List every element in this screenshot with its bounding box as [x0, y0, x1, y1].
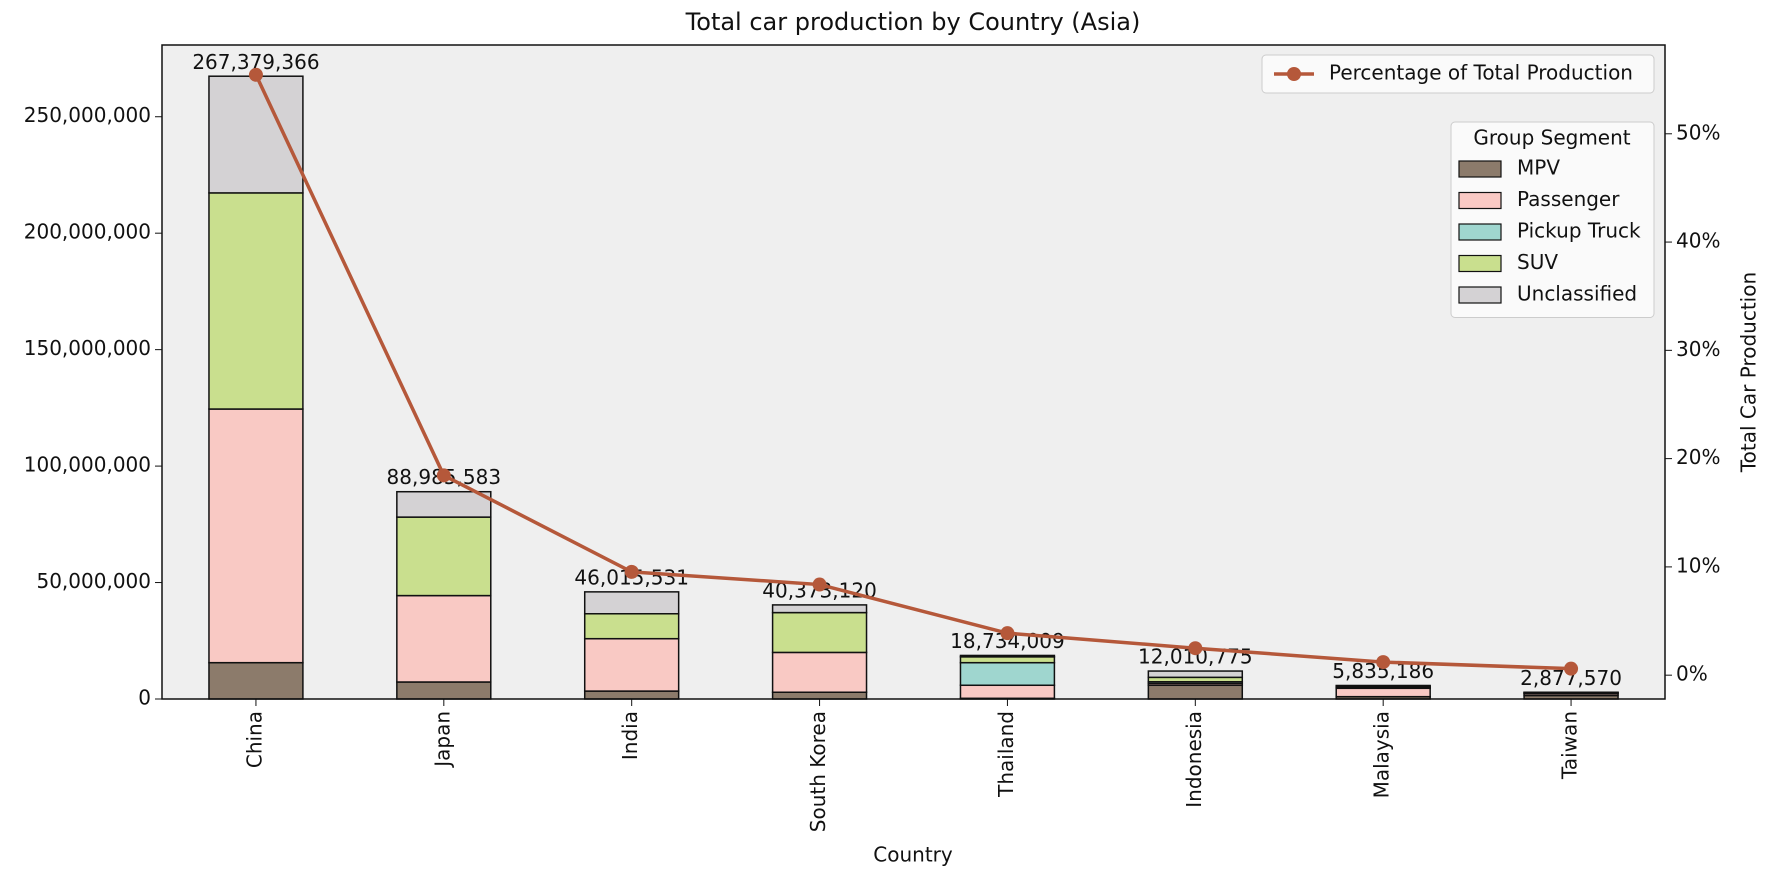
y2-axis-label: Total Car Production — [1737, 272, 1761, 473]
y-tick-label: 250,000,000 — [24, 103, 151, 127]
legend-label: MPV — [1517, 156, 1560, 180]
y-tick-label: 150,000,000 — [24, 336, 151, 360]
y-tick-label: 0 — [138, 686, 151, 710]
bar-segment — [959, 661, 1056, 687]
bar-segment — [396, 681, 492, 700]
x-tick-label: Thailand — [994, 711, 1018, 798]
line — [254, 74, 1572, 671]
legend-swatch — [1458, 191, 1502, 210]
line-point — [436, 468, 451, 483]
legend-box — [1450, 121, 1655, 318]
bar-segment — [771, 604, 868, 614]
x-tick-label: Malaysia — [1370, 711, 1394, 798]
legend-label: Percentage of Total Production — [1329, 61, 1633, 85]
legend-swatch — [1458, 223, 1502, 241]
bar-segment — [959, 654, 1056, 658]
y-tick-label: 200,000,000 — [24, 220, 151, 244]
line-point — [812, 577, 827, 592]
x-axis-label: Country — [873, 843, 953, 867]
line-point — [248, 67, 263, 82]
bar-segment — [396, 594, 492, 683]
y2-tick-label: 50% — [1676, 120, 1720, 144]
x-tick-label: Taiwan — [1558, 711, 1582, 780]
legend-box — [1261, 54, 1655, 94]
bar-segment — [396, 490, 492, 518]
chart-title: Total car production by Country (Asia) — [685, 8, 1141, 36]
legend-label: Passenger — [1517, 187, 1620, 211]
bar-segment — [583, 637, 680, 692]
bar-segment — [959, 656, 1056, 664]
bar-segment — [771, 611, 868, 654]
bar-segment — [208, 661, 304, 700]
line-point — [1376, 655, 1391, 670]
legend-point — [1287, 67, 1301, 81]
line-point — [624, 564, 639, 579]
x-tick-label: Indonesia — [1182, 711, 1206, 808]
bar-segment — [208, 408, 304, 664]
x-tick-label: South Korea — [806, 711, 830, 832]
y2-tick-label: 30% — [1676, 337, 1720, 361]
bar-segment — [959, 684, 1056, 700]
line-point — [1564, 661, 1579, 676]
y-tick-label: 50,000,000 — [36, 569, 151, 593]
bar-segment — [771, 691, 868, 700]
legend-swatch — [1458, 254, 1502, 273]
legend-swatch — [1458, 286, 1502, 304]
bar-segment — [1335, 684, 1431, 688]
bar-segment — [583, 613, 680, 640]
bar-segment — [771, 651, 868, 693]
bar-segment — [396, 516, 492, 597]
legend-title: Group Segment — [1473, 126, 1630, 150]
legend-label: Unclassified — [1517, 282, 1637, 306]
plot-area — [162, 45, 1665, 699]
line-point — [1000, 626, 1015, 641]
x-tick-label: Japan — [430, 711, 454, 769]
y2-tick-label: 0% — [1676, 662, 1708, 686]
legend-swatch — [1458, 160, 1502, 178]
line-point — [1188, 641, 1203, 656]
y2-tick-label: 40% — [1676, 229, 1720, 253]
bar-segment — [1147, 670, 1244, 679]
y2-tick-label: 20% — [1676, 445, 1720, 469]
bar-segment — [208, 192, 304, 410]
bar-segment — [1335, 687, 1431, 698]
legend-label: Pickup Truck — [1517, 219, 1641, 243]
y-tick-label: 100,000,000 — [24, 453, 151, 477]
bar-segment — [1147, 684, 1244, 700]
plot-frame — [161, 44, 1666, 700]
x-tick-label: China — [242, 711, 266, 768]
bar-segment — [583, 591, 680, 615]
legend-label: SUV — [1517, 250, 1558, 274]
bar-segment — [208, 75, 304, 194]
y2-tick-label: 10% — [1676, 553, 1720, 577]
bar-segment — [583, 690, 680, 700]
x-tick-label: India — [618, 711, 642, 760]
